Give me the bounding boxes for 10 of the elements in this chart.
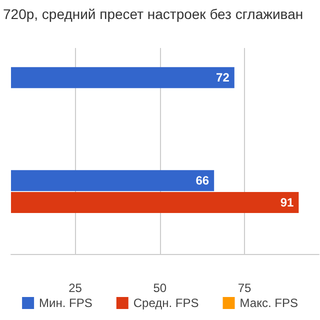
legend-label: Средн. FPS [133, 296, 199, 310]
x-tick-label: 75 [238, 281, 252, 295]
legend-label: Мин. FPS [39, 296, 92, 310]
legend-label: Макс. FPS [240, 296, 298, 310]
data-label: 91 [280, 196, 294, 210]
chart-title: 720p, средний пресет настроек без сглаживан [3, 6, 304, 22]
data-label: 72 [216, 70, 230, 85]
x-tick-label: 25 [68, 281, 82, 295]
x-tick-label: 50 [153, 281, 167, 295]
data-label: 66 [196, 174, 210, 188]
